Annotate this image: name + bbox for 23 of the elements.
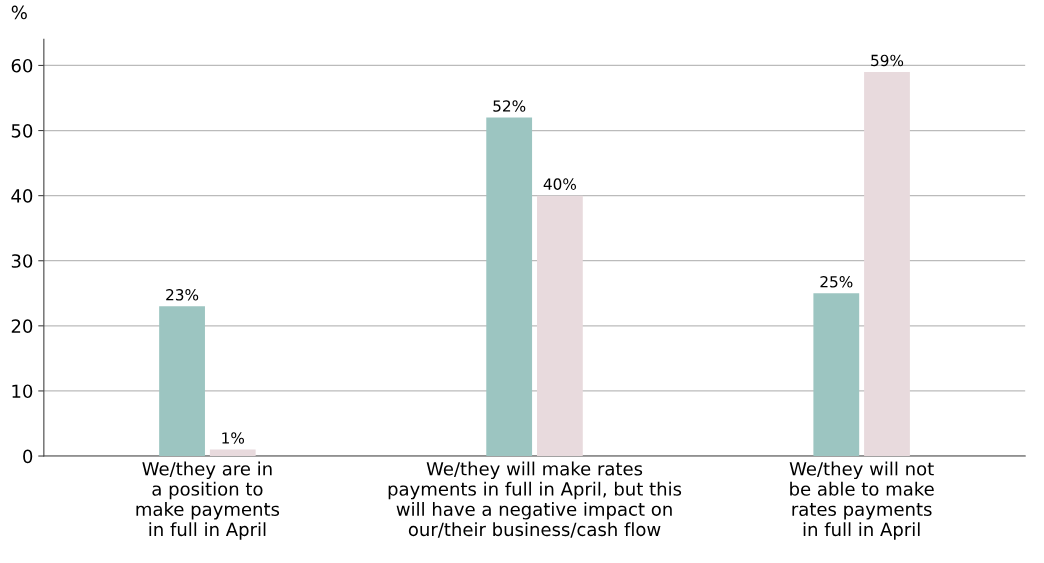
data-label: 1% <box>222 432 245 444</box>
bar <box>813 293 860 457</box>
y-tick-label: 60 <box>11 58 33 73</box>
data-label: 40% <box>543 178 577 190</box>
data-label: 52% <box>493 100 526 112</box>
bar <box>209 449 256 457</box>
bar <box>486 117 533 457</box>
x-tick-label: We/they will not be able to make rates payments in full in April <box>789 461 934 540</box>
y-axis-title: % <box>11 5 27 20</box>
x-tick-label: We/they will make rates payments in full in April, but this will have a negative impact on our/their business/cash flow <box>388 461 682 538</box>
y-tick-label: 0 <box>23 449 33 464</box>
y-tick-label: 30 <box>11 254 33 268</box>
bar <box>864 71 910 457</box>
data-label: 23% <box>166 289 199 301</box>
y-tick-label: 10 <box>12 384 33 399</box>
bar <box>536 195 583 457</box>
data-label: 25% <box>820 275 853 288</box>
y-tick-label: 40 <box>11 189 33 203</box>
bar <box>159 306 205 457</box>
data-label: 59% <box>871 54 904 67</box>
y-tick-label: 50 <box>11 124 33 138</box>
x-tick-label: We/they are in a position to make payments in full in April <box>136 461 280 540</box>
y-tick-label: 20 <box>11 319 33 333</box>
